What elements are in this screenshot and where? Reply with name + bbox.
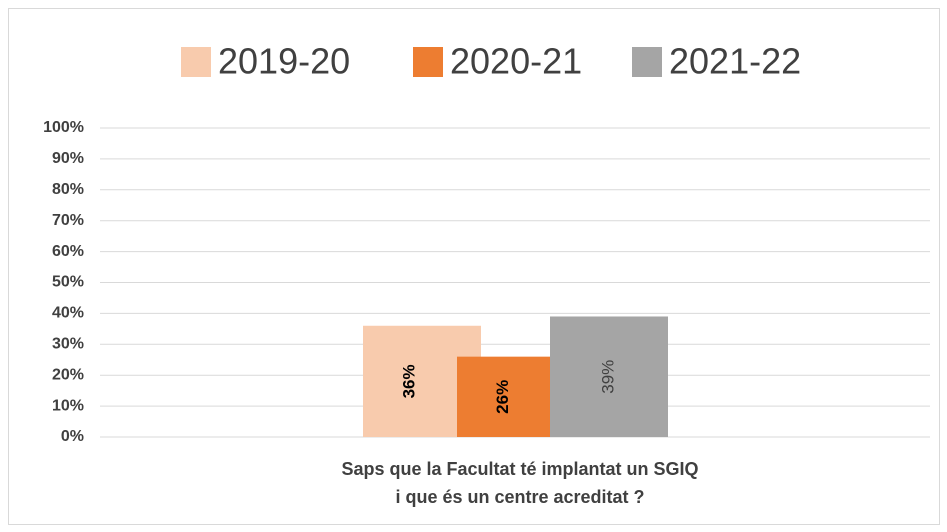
legend-label: 2021-22 xyxy=(669,41,801,82)
bar xyxy=(550,316,668,437)
legend-swatch xyxy=(181,47,211,77)
value-label: 36% xyxy=(399,364,418,398)
category-label: Saps que la Facultat té implantat un SGI… xyxy=(341,459,699,507)
y-tick-label: 60% xyxy=(52,243,84,260)
y-tick-label: 100% xyxy=(43,119,84,136)
value-label: 39% xyxy=(598,360,617,394)
y-tick-label: 90% xyxy=(52,150,84,167)
y-tick-label: 40% xyxy=(52,305,84,322)
value-label: 26% xyxy=(493,380,512,414)
y-tick-label: 80% xyxy=(52,181,84,198)
y-tick-label: 10% xyxy=(52,397,84,414)
legend-swatch xyxy=(632,47,662,77)
legend-swatch xyxy=(413,47,443,77)
legend-label: 2019-20 xyxy=(218,41,350,82)
y-tick-label: 0% xyxy=(61,428,84,445)
chart-frame xyxy=(8,8,940,525)
y-tick-label: 50% xyxy=(52,274,84,291)
y-tick-label: 30% xyxy=(52,336,84,353)
y-tick-label: 20% xyxy=(52,366,84,383)
y-tick-label: 70% xyxy=(52,212,84,229)
legend-label: 2020-21 xyxy=(450,41,582,82)
